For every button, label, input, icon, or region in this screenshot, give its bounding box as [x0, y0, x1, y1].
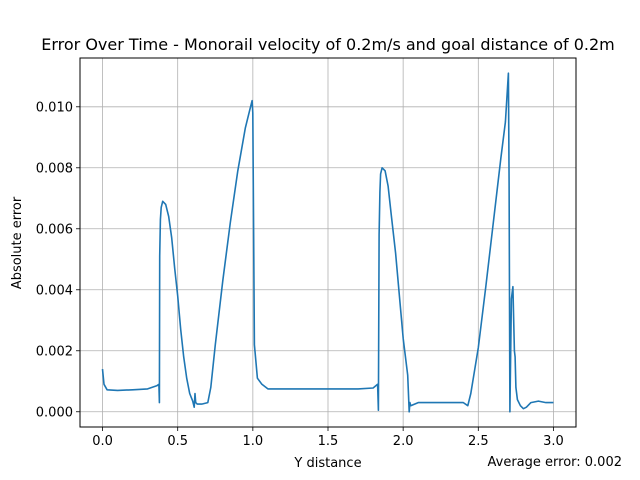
tick-layer: 0.0 0.5 1.0 1.5 2.0 2.5 3.0 0.000 0.002 0.004 0.00…: [36, 100, 564, 449]
x-tick-label: 2.5: [468, 434, 489, 449]
x-tick-label: 2.0: [393, 434, 414, 449]
y-tick-label: 0.010: [36, 100, 73, 115]
x-axis-label: Y distance: [293, 456, 361, 471]
x-tick-label: 0.0: [92, 434, 113, 449]
error-series-line: [101, 72, 554, 413]
y-axis-label: Absolute error: [10, 196, 25, 289]
y-tick-label: 0.006: [36, 222, 73, 237]
y-tick-label: 0.008: [36, 161, 73, 176]
x-tick-label: 1.5: [318, 434, 339, 449]
y-tick-label: 0.004: [36, 283, 73, 298]
x-tick-label: 1.0: [243, 434, 264, 449]
chart-title: Error Over Time - Monorail velocity of 0…: [41, 35, 615, 54]
average-error-note: Average error: 0.002: [487, 455, 623, 470]
line-layer: [101, 72, 554, 413]
y-tick-label: 0.000: [36, 405, 73, 420]
y-tick-label: 0.002: [36, 344, 73, 359]
x-tick-label: 3.0: [543, 434, 564, 449]
x-tick-label: 0.5: [167, 434, 188, 449]
